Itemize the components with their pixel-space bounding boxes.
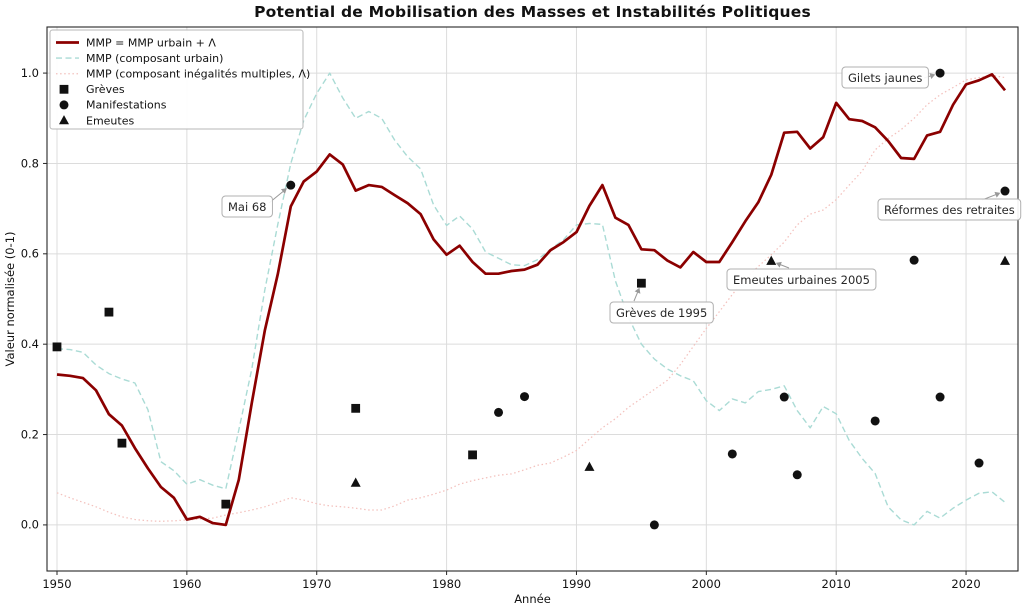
- annotation-text: Emeutes urbaines 2005: [733, 273, 870, 287]
- annotation-reformes-des-retraites: Réformes des retraites: [877, 191, 1022, 221]
- legend-label: MMP = MMP urbain + Λ: [86, 36, 216, 49]
- series-mmp-composant-inegalites-multiples: [56, 74, 1006, 522]
- x-axis-label: Année: [514, 592, 551, 606]
- annotation-text: Gilets jaunes: [848, 71, 922, 85]
- series-mmp-mmp-urbain: [56, 73, 1007, 527]
- y-tick-label: 0.2: [21, 427, 39, 441]
- annotation-greves-de-1995: Grèves de 1995: [609, 287, 714, 324]
- markers-greves: [52, 278, 646, 509]
- legend-label: Grèves: [86, 83, 125, 96]
- x-tick-label: 1990: [562, 577, 591, 591]
- annotation-emeutes-urbaines-2005: Emeutes urbaines 2005: [726, 261, 877, 291]
- series-mmp-composant-urbain: [56, 72, 1006, 526]
- y-tick-label: 0.6: [21, 247, 39, 261]
- x-tick-label: 1970: [302, 577, 331, 591]
- x-tick-label: 2010: [822, 577, 851, 591]
- y-axis-label: Valeur normalisée (0-1): [3, 231, 17, 366]
- legend: MMP = MMP urbain + Λ MMP (composant urbai…: [49, 29, 310, 130]
- y-tick-label: 0.4: [21, 337, 39, 351]
- y-tick-label: 1.0: [21, 66, 39, 80]
- x-tick-label: 1950: [42, 577, 71, 591]
- y-tick-label: 0.0: [21, 518, 39, 532]
- axes: 1950 1960 1970 1980 1990 2000 2010 2020 0.0 0.2 0.…: [3, 26, 1019, 606]
- annotation-text: Mai 68: [228, 200, 266, 214]
- legend-label: Manifestations: [86, 99, 167, 112]
- annotation-text: Grèves de 1995: [616, 306, 707, 320]
- x-tick-label: 1960: [172, 577, 201, 591]
- legend-label: MMP (composant urbain): [86, 52, 223, 65]
- x-tick-label: 2020: [951, 577, 980, 591]
- legend-item-greves: Grèves: [59, 83, 125, 96]
- annotation-gilets-jaunes: Gilets jaunes: [841, 66, 936, 89]
- legend-item-manifestations: Manifestations: [59, 99, 167, 112]
- legend-item-emeutes: Emeutes: [59, 114, 134, 127]
- y-tick-label: 0.8: [21, 156, 39, 170]
- legend-item-mmp-composant-urbain: MMP (composant urbain): [56, 52, 223, 65]
- annotation-mai-68: Mai 68: [221, 188, 287, 218]
- x-tick-label: 2000: [692, 577, 721, 591]
- chart-title: Potential de Mobilisation des Masses et …: [254, 3, 811, 21]
- legend-label: MMP (composant inégalités multiples, Λ): [86, 68, 310, 81]
- markers-manifestations: [286, 68, 1010, 530]
- legend-item-mmp-composant-inegalites-multiples: MMP (composant inégalités multiples, Λ): [56, 68, 310, 81]
- markers-emeutes: [350, 255, 1011, 487]
- annotation-text: Réformes des retraites: [884, 203, 1015, 217]
- x-tick-label: 1980: [432, 577, 461, 591]
- legend-item-mmp-mmp-urbain: MMP = MMP urbain + Λ: [56, 36, 216, 49]
- legend-label: Emeutes: [86, 114, 134, 127]
